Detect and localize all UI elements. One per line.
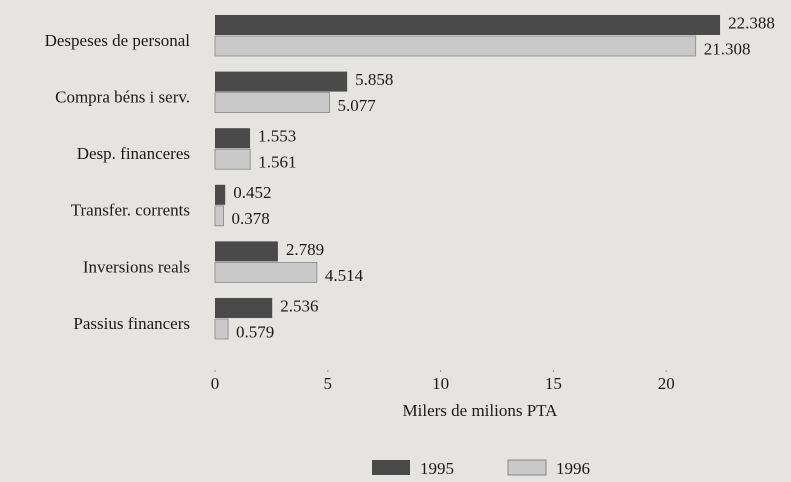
x-tick-label: 15 (545, 374, 562, 393)
bar (214, 35, 697, 57)
legend-label: 1996 (556, 459, 590, 478)
x-tick-label: 20 (658, 374, 675, 393)
value-label: 4.514 (325, 266, 364, 285)
value-label: 5.858 (355, 70, 393, 89)
bar (215, 298, 273, 318)
x-tick-label: 0 (211, 374, 220, 393)
category-label: Passius financers (73, 314, 190, 333)
category-label: Desp. financeres (77, 144, 190, 163)
bar (215, 15, 721, 35)
bar (215, 241, 278, 262)
legend-swatch (507, 459, 547, 476)
bar (215, 184, 226, 205)
legend-swatch (372, 460, 410, 475)
legend-label: 1995 (420, 459, 454, 478)
value-label: 2.536 (280, 296, 318, 315)
category-label: Despeses de personal (45, 31, 191, 50)
bar (214, 148, 251, 170)
category-label: Inversions reals (83, 257, 190, 276)
value-label: 21.308 (704, 39, 751, 58)
x-tick-label: 5 (324, 374, 333, 393)
value-label: 0.452 (233, 183, 271, 202)
bar (214, 92, 330, 113)
value-label: 0.378 (232, 209, 270, 228)
bar (215, 128, 251, 149)
value-label: 2.789 (286, 240, 324, 259)
category-label: Transfer. corrents (71, 201, 190, 220)
bar (214, 205, 224, 227)
x-axis-title: Milers de milions PTA (403, 401, 559, 420)
value-label: 5.077 (338, 96, 377, 115)
bar (215, 71, 348, 92)
x-tick-label: 10 (432, 374, 449, 393)
bar (214, 261, 318, 283)
value-label: 22.388 (728, 13, 775, 32)
value-label: 1.561 (258, 153, 296, 172)
bar (214, 318, 229, 340)
value-label: 1.553 (258, 127, 296, 146)
value-label: 0.579 (236, 322, 274, 341)
category-label: Compra béns i serv. (55, 88, 190, 107)
